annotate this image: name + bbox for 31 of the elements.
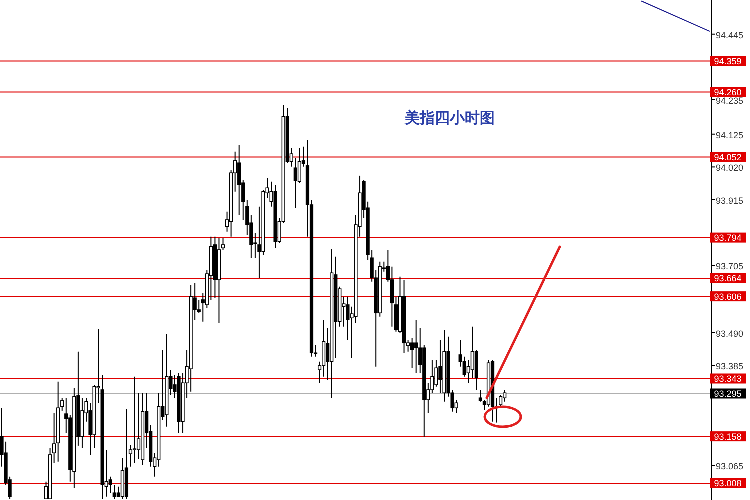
candlestick bbox=[410, 338, 414, 369]
candlestick bbox=[238, 144, 242, 216]
candlestick bbox=[298, 148, 302, 184]
ref-line-label: 93.664 bbox=[714, 274, 742, 284]
candlestick bbox=[414, 320, 418, 374]
ref-line-label: 94.052 bbox=[714, 152, 742, 162]
ref-line-label: 94.260 bbox=[714, 87, 742, 98]
y-tick-label: 93.065 bbox=[716, 462, 744, 472]
y-tick-label: 94.125 bbox=[716, 130, 744, 140]
ref-line-label: 93.343 bbox=[714, 374, 742, 384]
candlestick bbox=[294, 158, 298, 209]
y-tick-label: 94.020 bbox=[716, 163, 744, 174]
ref-line-label: 93.008 bbox=[714, 478, 742, 489]
y-tick-label: 93.385 bbox=[716, 362, 744, 372]
y-tick-label: 94.235 bbox=[716, 96, 744, 106]
candlestick bbox=[128, 444, 133, 468]
candlestick bbox=[221, 238, 226, 250]
candlestick bbox=[438, 340, 442, 394]
y-tick-label: 93.490 bbox=[716, 328, 744, 339]
y-tick-label: 93.705 bbox=[716, 262, 744, 272]
candlestick bbox=[132, 376, 137, 464]
y-tick-label: 93.915 bbox=[716, 196, 744, 206]
ref-line-label: 93.794 bbox=[714, 233, 742, 244]
ref-line-label: 93.158 bbox=[714, 432, 742, 442]
y-tick-label: 94.445 bbox=[716, 30, 744, 40]
ref-line-label: 94.359 bbox=[714, 56, 742, 67]
candlestick bbox=[503, 390, 507, 402]
ref-line-label: 93.295 bbox=[714, 389, 742, 400]
candlestick bbox=[470, 326, 474, 379]
ref-line-label: 93.606 bbox=[714, 292, 742, 302]
text: 美指四小时图 bbox=[404, 109, 495, 127]
